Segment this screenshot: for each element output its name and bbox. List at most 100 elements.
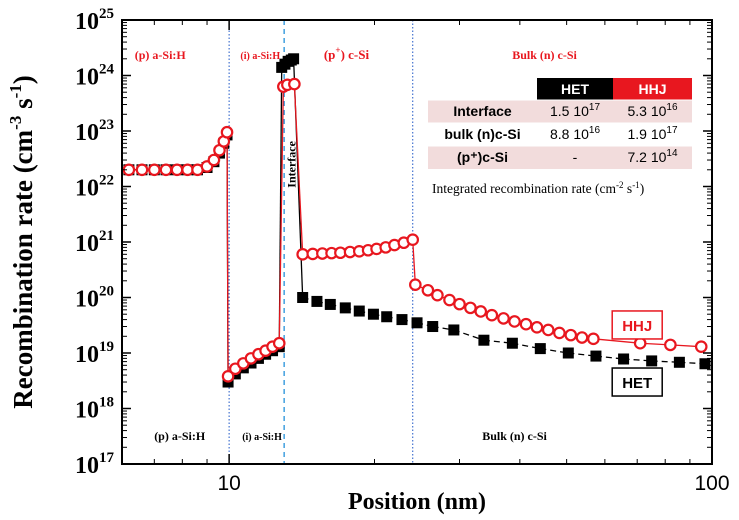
table-caption-main: Integrated recombination rate (cm bbox=[432, 181, 617, 196]
region-label-top-text: (p) a-Si:H bbox=[135, 48, 187, 62]
table-row-label: Interface bbox=[453, 103, 512, 119]
y-tick-label: 1020 bbox=[75, 284, 114, 313]
y-tick-base: 10 bbox=[75, 120, 99, 146]
series-line-segment bbox=[412, 239, 416, 285]
y-tick-base: 10 bbox=[75, 9, 99, 35]
labels-layer: (p) a-Si:H (i) a-Si:H (p+) c-Si Bulk (n) c-… bbox=[135, 45, 578, 443]
hhj-data-point bbox=[220, 125, 234, 139]
y-tick-base: 10 bbox=[75, 398, 99, 424]
y-axis-title-exp: -1 bbox=[6, 84, 25, 98]
hhj-data-point bbox=[587, 332, 600, 346]
y-tick-label: 1017 bbox=[75, 450, 115, 479]
region-label-top-text: Bulk (n) c-Si bbox=[512, 48, 577, 62]
table-header-hhj: HHJ bbox=[638, 81, 666, 97]
hhj-data-point bbox=[170, 163, 184, 177]
x-axis-title: Position (nm) bbox=[348, 489, 486, 515]
region-label-top: (p) a-Si:H bbox=[135, 48, 187, 62]
y-tick-base: 10 bbox=[75, 287, 99, 313]
table-cell-het: 8.8 1016 bbox=[550, 125, 600, 142]
table-header-cell bbox=[537, 78, 613, 100]
het-data-point bbox=[673, 356, 685, 368]
table-caption-exp: -1 bbox=[632, 180, 640, 190]
table-cell-exponent: 16 bbox=[589, 125, 601, 136]
hhj-data-point bbox=[288, 77, 301, 91]
y-axis-title-end: ) bbox=[8, 75, 38, 84]
region-label-top-after: ) c-Si bbox=[341, 47, 370, 62]
hhj-data-point bbox=[431, 288, 444, 302]
het-data-point bbox=[562, 347, 574, 359]
series-hhj bbox=[122, 77, 708, 383]
het-data-point bbox=[311, 295, 323, 307]
het-data-point bbox=[297, 292, 309, 303]
table-header-cell bbox=[613, 78, 692, 100]
hhj-data-point bbox=[664, 338, 677, 352]
table-row-bg bbox=[428, 100, 692, 123]
table-caption: Integrated recombination rate (cm-2 s-1) bbox=[432, 180, 644, 196]
series-layer bbox=[122, 53, 711, 388]
het-data-point bbox=[381, 311, 393, 323]
y-tick-label: 1019 bbox=[75, 339, 114, 368]
legend-label-het: HET bbox=[622, 375, 652, 392]
hhj-data-point bbox=[409, 278, 422, 292]
y-axis-title-main: Recombination rate (cm bbox=[8, 129, 38, 408]
hhj-data-point bbox=[221, 370, 235, 383]
table-row-bg bbox=[428, 146, 692, 169]
het-data-point bbox=[367, 308, 379, 320]
table-cell-exponent: 17 bbox=[589, 102, 601, 113]
y-tick-exponent: 19 bbox=[99, 339, 114, 355]
table-cell-exponent: 17 bbox=[666, 125, 678, 136]
hhj-data-point bbox=[406, 233, 420, 247]
het-data-point bbox=[396, 314, 408, 326]
x-tick-label: 10 bbox=[217, 472, 240, 495]
hhj-data-point bbox=[453, 297, 466, 311]
y-tick-exponent: 20 bbox=[99, 284, 114, 300]
table-caption-end: ) bbox=[640, 181, 645, 196]
hhj-data-point bbox=[464, 301, 477, 315]
hhj-data-point bbox=[553, 326, 566, 340]
x-tick-label: 100 bbox=[694, 472, 729, 495]
y-tick-label: 1022 bbox=[75, 173, 114, 202]
table-caption-mid: s bbox=[624, 181, 633, 196]
hhj-data-point bbox=[564, 328, 578, 342]
table-cell-value: 5.3 10 bbox=[627, 103, 666, 119]
y-tick-base: 10 bbox=[75, 231, 99, 257]
hhj-data-point bbox=[508, 315, 521, 328]
y-tick-base: 10 bbox=[75, 65, 99, 91]
region-label-bottom-text: (i) a-Si:H bbox=[242, 432, 282, 443]
hhj-data-point bbox=[181, 163, 194, 177]
table-cell-hhj: 1.9 1017 bbox=[627, 125, 677, 142]
region-label-bottom: Bulk (n) c-Si bbox=[482, 429, 547, 443]
region-label-top: (i) a-Si:H bbox=[240, 51, 280, 62]
het-data-point bbox=[478, 334, 490, 346]
y-tick-exponent: 25 bbox=[99, 6, 114, 22]
y-tick-exponent: 17 bbox=[99, 450, 115, 466]
table-header-het: HET bbox=[561, 81, 589, 97]
hhj-data-point bbox=[694, 340, 708, 353]
het-data-point bbox=[646, 355, 658, 367]
table-row-label: (p⁺)c-Si bbox=[457, 149, 508, 165]
y-tick-base: 10 bbox=[75, 176, 99, 202]
table-cell-value: 1.9 10 bbox=[627, 126, 666, 142]
y-tick-exponent: 24 bbox=[99, 62, 115, 78]
hhj-data-point bbox=[272, 336, 286, 350]
interface-label: Interface bbox=[284, 140, 298, 187]
region-label-top-sup: + bbox=[335, 45, 340, 55]
legend-box-hhj bbox=[611, 310, 663, 340]
hhj-data-point bbox=[296, 248, 309, 261]
hhj-data-point bbox=[148, 163, 161, 177]
het-data-point bbox=[411, 317, 423, 329]
region-label-top-text: (i) a-Si:H bbox=[240, 51, 280, 62]
y-axis-title-mid: s bbox=[8, 98, 38, 115]
series-line-segment bbox=[293, 84, 304, 255]
hhj-data-point bbox=[575, 331, 589, 344]
het-data-point bbox=[618, 353, 630, 365]
het-data-point bbox=[353, 305, 365, 317]
series-line-segment bbox=[226, 132, 229, 377]
series-line-segment bbox=[278, 86, 284, 344]
het-data-point bbox=[448, 324, 460, 336]
table-cell-value: - bbox=[573, 149, 578, 165]
het-data-point bbox=[324, 298, 336, 310]
table-cell-value: 8.8 10 bbox=[550, 126, 589, 142]
